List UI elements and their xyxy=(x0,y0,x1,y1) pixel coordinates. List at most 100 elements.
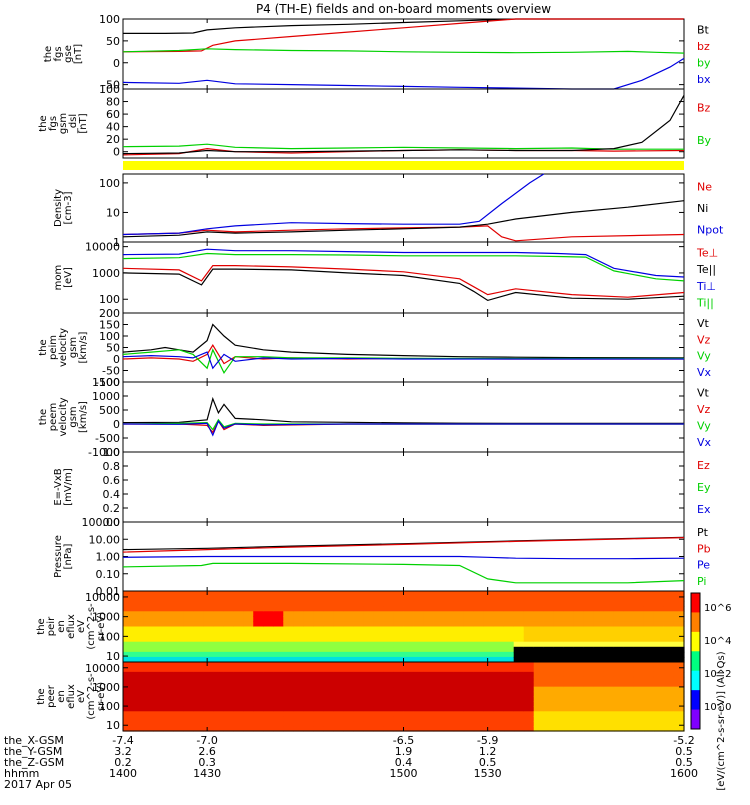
spectrogram-cell xyxy=(393,706,405,712)
spectrogram-cell xyxy=(383,611,395,617)
spectrogram-cell xyxy=(463,696,475,703)
spectrogram-cell xyxy=(403,666,415,673)
colorbar-tick-label: 10^0 xyxy=(704,702,731,713)
legend-label: Ti⊥ xyxy=(696,280,716,293)
spectrogram-cell xyxy=(213,636,224,643)
spectrogram-cell xyxy=(233,606,244,612)
spectrogram-cell xyxy=(633,591,645,597)
y-axis-label: velocity xyxy=(58,328,69,367)
spectrogram-cell xyxy=(673,716,685,722)
spectrogram-cell xyxy=(183,616,194,623)
spectrogram-cell xyxy=(553,716,565,722)
spectrogram-cell xyxy=(443,706,455,712)
spectrogram-cell xyxy=(413,662,425,668)
spectrogram-cell xyxy=(503,591,515,597)
spectrogram-cell xyxy=(143,691,154,698)
y-axis-label: [km/s] xyxy=(78,401,89,433)
spectrogram-cell xyxy=(373,662,385,668)
spectrogram-cell xyxy=(363,616,375,623)
spectrogram-cell xyxy=(383,681,395,688)
spectrogram-cell xyxy=(583,676,595,683)
spectrogram-cell xyxy=(133,706,144,712)
spectrogram-cell xyxy=(283,716,294,722)
spectrogram-cell xyxy=(513,656,525,663)
spectrogram-cell xyxy=(213,601,224,607)
spectrogram-cell xyxy=(153,626,164,633)
spectrogram-cell xyxy=(153,611,164,617)
spectrogram-cell xyxy=(563,596,575,602)
spectrogram-cell xyxy=(533,616,545,623)
spectrogram-cell xyxy=(583,696,595,703)
spectrogram-cell xyxy=(253,666,264,673)
spectrogram-cell xyxy=(203,606,214,612)
spectrogram-cell xyxy=(643,721,655,727)
spectrogram-cell xyxy=(173,596,184,602)
spectrogram-cell xyxy=(413,641,425,648)
spectrogram-cell xyxy=(553,611,565,617)
spectrogram-cell xyxy=(653,646,665,653)
spectrogram-cell xyxy=(123,726,134,732)
spectrogram-cell xyxy=(163,611,174,617)
series-line-Vt xyxy=(122,323,685,359)
spectrogram-cell xyxy=(453,662,465,668)
spectrogram-cell xyxy=(603,591,615,597)
spectrogram-cell xyxy=(483,711,495,717)
spectrogram-cell xyxy=(553,676,565,683)
spectrogram-cell xyxy=(653,666,665,673)
spectrogram-cell xyxy=(173,631,184,638)
spectrogram-cell xyxy=(383,701,395,707)
spectrogram-cell xyxy=(313,666,324,673)
spectrogram-cell xyxy=(323,591,334,597)
spectrogram-cell xyxy=(243,636,254,643)
spectrogram-cell xyxy=(473,706,485,712)
spectrogram-cell xyxy=(203,681,214,688)
legend-label: Ex xyxy=(697,503,711,516)
spectrogram-cell xyxy=(213,721,224,727)
spectrogram-cell xyxy=(243,671,254,678)
spectrogram-cell xyxy=(503,711,515,717)
spectrogram-cell xyxy=(383,636,395,643)
spectrogram-cell xyxy=(653,611,665,617)
spectrogram-cell xyxy=(623,646,635,653)
spectrogram-cell xyxy=(333,716,344,722)
spectrogram-cell xyxy=(533,681,545,688)
spectrogram-cell xyxy=(613,611,625,617)
y-tick-label: 50 xyxy=(106,342,120,355)
spectrogram-cell xyxy=(333,596,344,602)
spectrogram-cell xyxy=(123,721,134,727)
spectrogram-cell xyxy=(193,711,204,717)
spectrogram-cell xyxy=(643,606,655,612)
spectrogram-cell xyxy=(213,666,224,673)
panel-frame-7 xyxy=(122,451,685,523)
spectrogram-cell xyxy=(333,611,344,617)
spectrogram-cell xyxy=(553,721,565,727)
y-tick-label: 10 xyxy=(106,719,120,732)
spectrogram-cell xyxy=(623,671,635,678)
y-tick-label: 10.00 xyxy=(89,533,121,546)
spectrogram-cell xyxy=(393,621,405,628)
spectrogram-cell xyxy=(493,716,505,722)
spectrogram-cell xyxy=(553,696,565,703)
spectrogram-cell xyxy=(273,636,284,643)
spectrogram-cell xyxy=(283,696,294,703)
spectrogram-cell xyxy=(223,621,234,628)
spectrogram-cell xyxy=(563,626,575,633)
y-tick-label: 100 xyxy=(99,700,120,713)
spectrogram-cell xyxy=(463,671,475,678)
spectrogram-cell xyxy=(253,696,264,703)
spectrogram-cell xyxy=(143,696,154,703)
spectrogram-cell xyxy=(343,631,355,638)
spectrogram-cell xyxy=(193,691,204,698)
y-axis-label: sr-eV) xyxy=(96,612,107,641)
spectrogram-cell xyxy=(303,651,314,658)
spectrogram-cell xyxy=(333,591,344,597)
spectrogram-cell xyxy=(453,621,465,628)
spectrogram-cell xyxy=(613,626,625,633)
y-tick-label: 0.8 xyxy=(103,460,121,473)
spectrogram-cell xyxy=(303,711,314,717)
spectrogram-cell xyxy=(403,662,415,668)
spectrogram-cell xyxy=(653,656,665,663)
spectrogram-cell xyxy=(323,721,334,727)
spectrogram-cell xyxy=(133,631,144,638)
y-tick-label: 100 xyxy=(99,293,120,306)
